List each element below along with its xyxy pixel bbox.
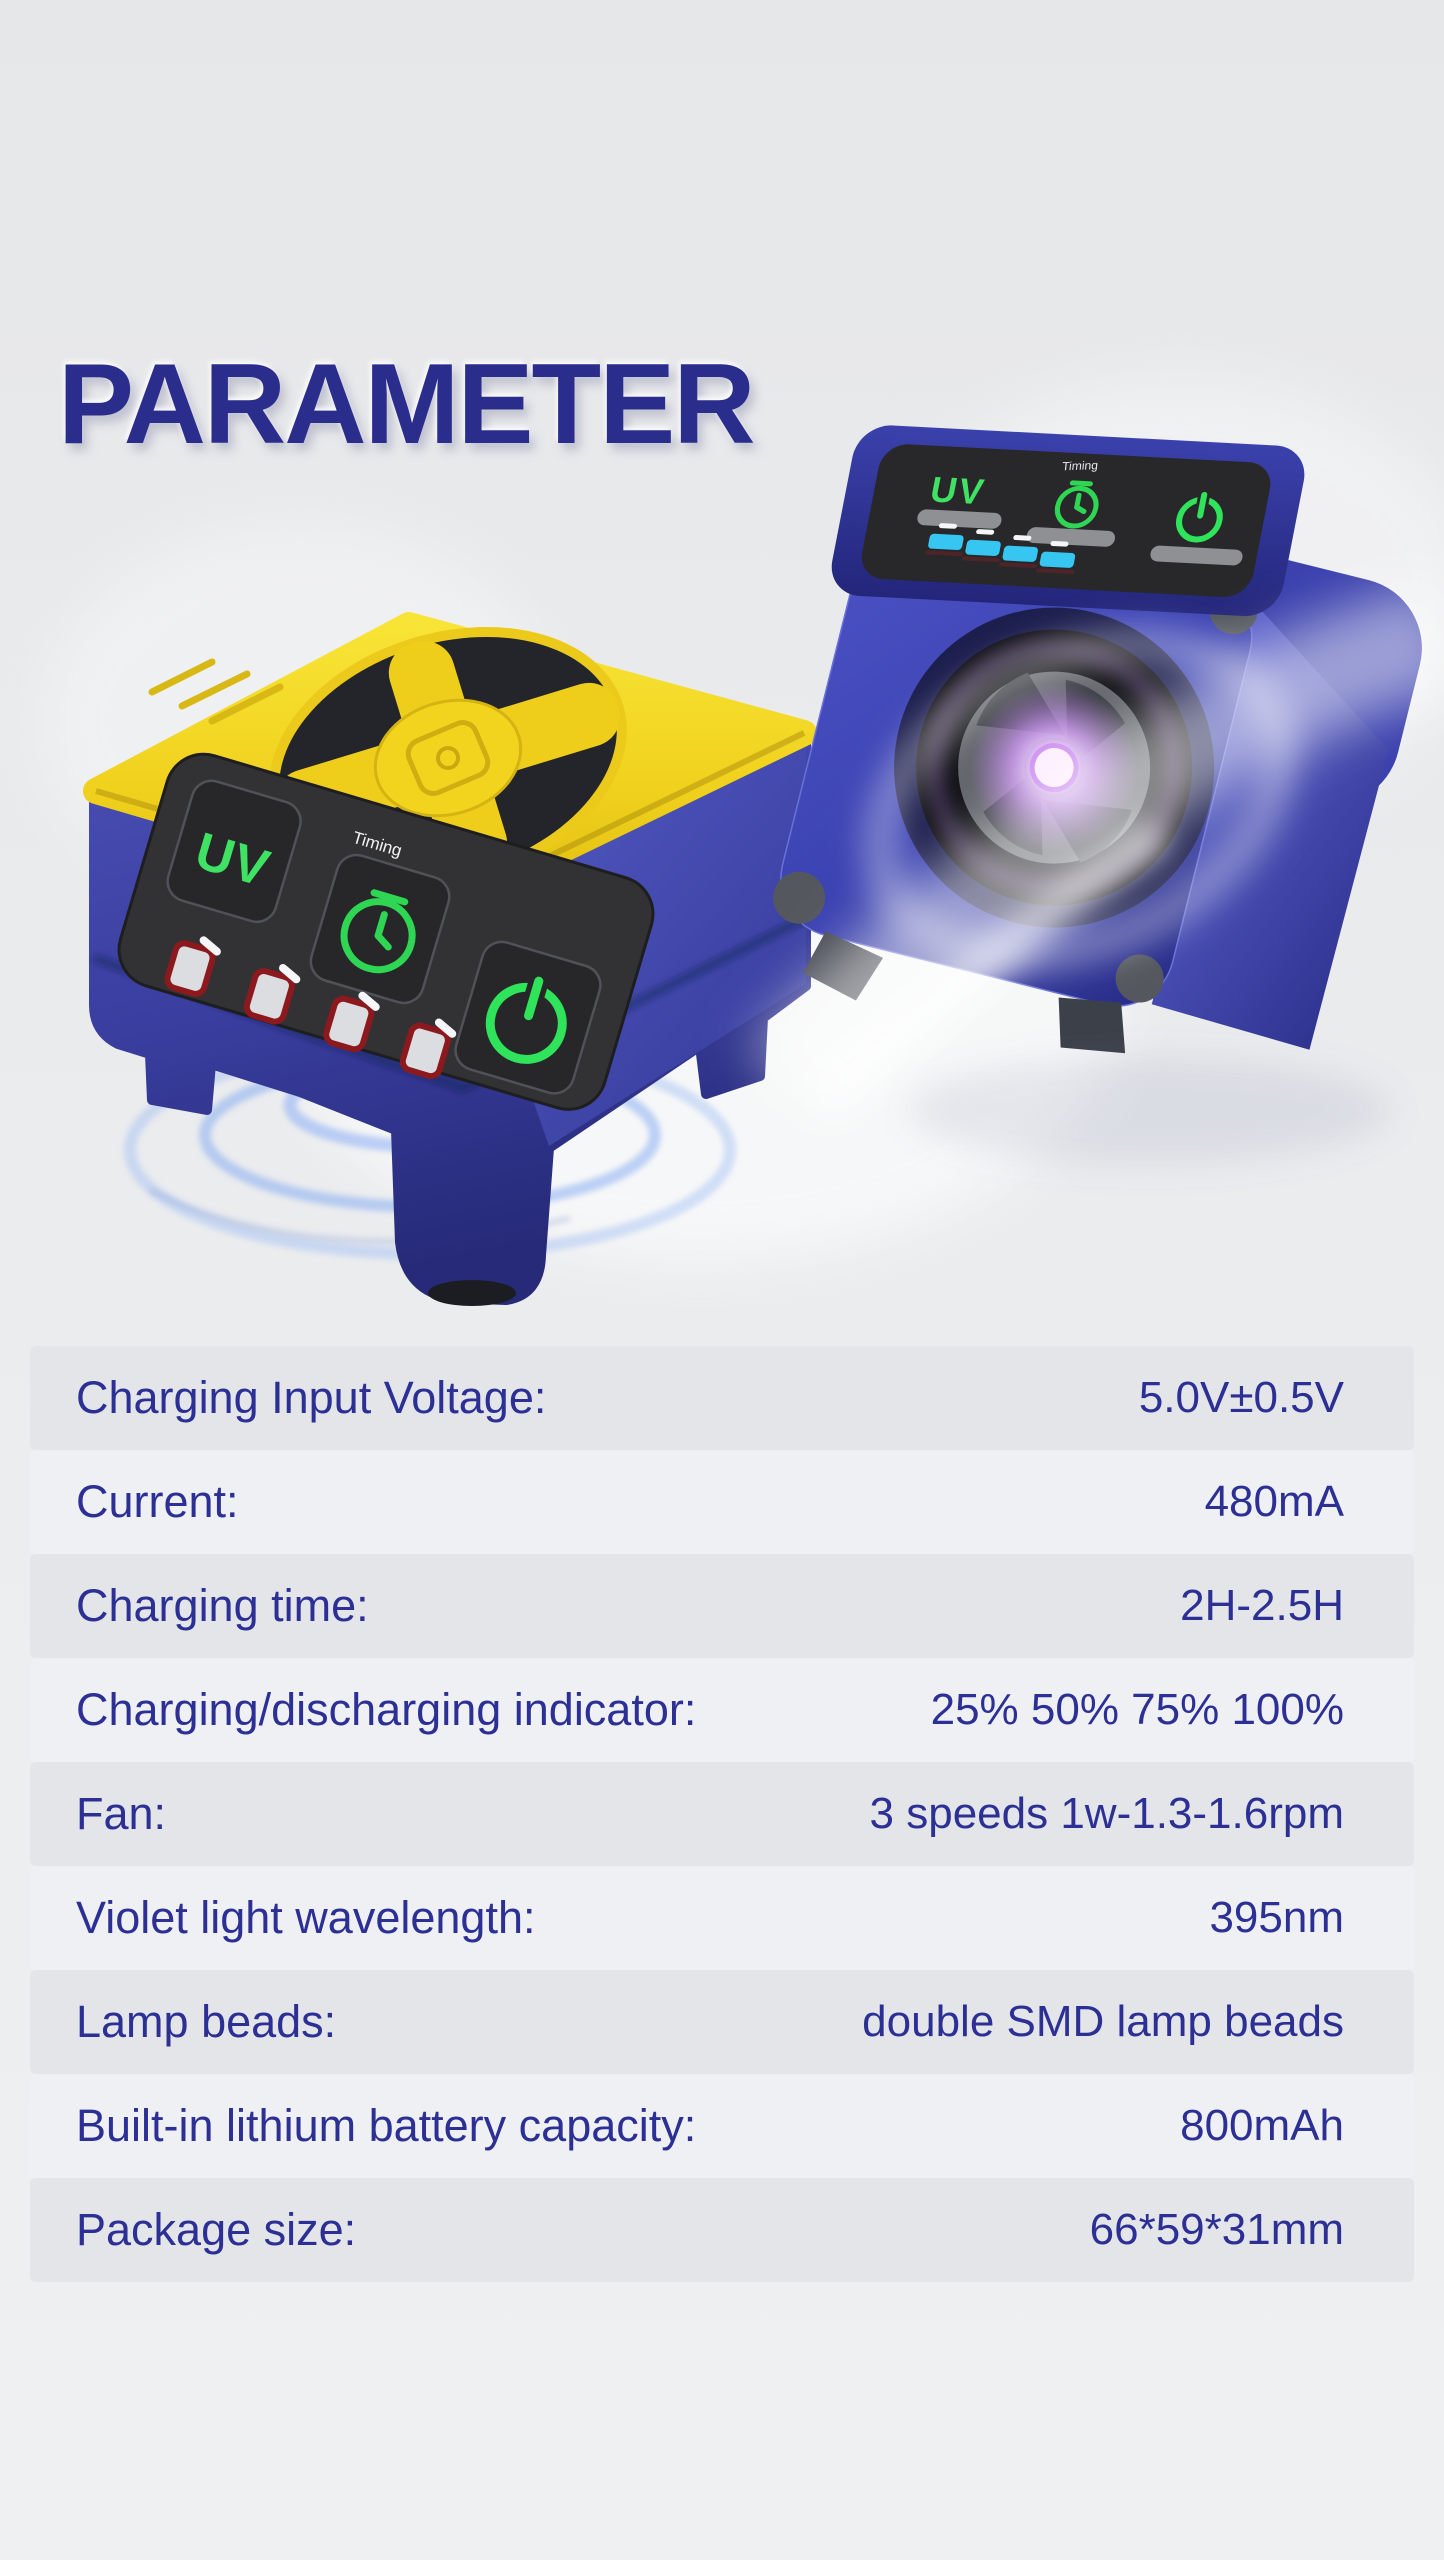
bottom-fan <box>894 607 1215 928</box>
right-device: UV Timing <box>749 425 1444 1164</box>
spec-label: Violet light wavelength: <box>76 1892 536 1943</box>
levitation-swirl-effect <box>124 1040 736 1260</box>
spec-label: Fan: <box>76 1788 167 1839</box>
corner-pads <box>773 509 1258 1003</box>
charge-led <box>1036 541 1076 575</box>
front-control-panel: UV Timing <box>117 752 655 1111</box>
left-device-right-face <box>463 732 806 1146</box>
charge-led <box>924 523 964 557</box>
spec-value: 3 speeds 1w-1.3-1.6rpm <box>869 1789 1344 1838</box>
spec-row: Package size: 66*59*31mm <box>30 2178 1414 2282</box>
timing-label: Timing <box>1061 458 1098 473</box>
spec-label: Package size: <box>76 2204 357 2255</box>
spec-value: 800mAh <box>1180 2101 1344 2150</box>
left-device: UV Timing <box>83 612 817 1306</box>
spec-label: Built-in lithium battery capacity: <box>76 2100 697 2151</box>
left-device-body <box>89 727 811 1305</box>
battery-indicator-icon <box>243 964 301 1025</box>
page-title: PARAMETER <box>58 341 756 469</box>
spec-row: Charging/discharging indicator: 25% 50% … <box>30 1658 1414 1762</box>
uv-button-label: UV <box>189 822 277 899</box>
spec-row: Lamp beads: double SMD lamp beads <box>30 1970 1414 2074</box>
left-device-yellow-top <box>83 612 817 911</box>
charge-led-indicators <box>924 523 1076 575</box>
power-button[interactable] <box>451 937 605 1098</box>
spec-value: 480mA <box>1204 1477 1344 1526</box>
spec-label: Charging time: <box>76 1580 369 1631</box>
spec-row: Charging Input Voltage: 5.0V±0.5V <box>30 1346 1414 1450</box>
spec-row: Charging time: 2H-2.5H <box>30 1554 1414 1658</box>
spec-value: double SMD lamp beads <box>862 1997 1344 2046</box>
power-button[interactable] <box>1149 491 1254 566</box>
yellow-top-ridges <box>148 658 284 725</box>
spec-value: 395nm <box>1209 1893 1344 1942</box>
uv-button[interactable]: UV <box>916 468 1011 529</box>
right-device-feet <box>802 931 1126 1054</box>
spec-label: Current: <box>76 1476 239 1527</box>
spec-label: Charging/discharging indicator: <box>76 1684 697 1735</box>
right-device-shadow <box>910 1056 1390 1164</box>
charge-led <box>999 535 1038 569</box>
timer-button[interactable] <box>1025 480 1125 547</box>
spec-row: Current: 480mA <box>30 1450 1414 1554</box>
top-fan-grille <box>269 626 627 890</box>
spec-label: Lamp beads: <box>76 1996 337 2047</box>
spec-value: 2H-2.5H <box>1180 1581 1344 1630</box>
uv-glow <box>970 683 1139 852</box>
charge-led <box>961 529 1001 563</box>
motion-swoosh-effect <box>749 581 1444 1122</box>
right-device-body <box>773 509 1422 1054</box>
spec-row: Violet light wavelength: 395nm <box>30 1866 1414 1970</box>
spec-value: 25% 50% 75% 100% <box>930 1685 1344 1734</box>
spec-value: 5.0V±0.5V <box>1138 1373 1344 1422</box>
spec-label: Charging Input Voltage: <box>76 1372 547 1423</box>
uv-button-label: UV <box>927 469 989 512</box>
power-icon <box>485 976 567 1064</box>
front-foot-tip <box>428 1280 516 1306</box>
battery-indicator-icon <box>323 991 380 1053</box>
top-control-panel <box>861 444 1271 597</box>
uv-button[interactable]: UV <box>163 776 306 927</box>
background-haze <box>40 380 1444 1260</box>
power-icon <box>1176 491 1223 543</box>
body-seam-shadow <box>92 913 809 1094</box>
usb-c-port <box>252 820 348 870</box>
fan-hub-logo <box>405 720 491 796</box>
timer-button[interactable] <box>306 850 454 1008</box>
spec-value: 66*59*31mm <box>1089 2205 1344 2254</box>
uv-glow-ring <box>925 638 1184 897</box>
spec-table: Charging Input Voltage: 5.0V±0.5V Curren… <box>30 1346 1414 2282</box>
battery-indicator-icons <box>164 936 457 1080</box>
bottom-gradient-band <box>0 2492 1444 2560</box>
battery-indicator-icon <box>399 1018 457 1080</box>
timer-icon <box>1054 480 1099 529</box>
timing-label: Timing <box>350 828 404 861</box>
yellow-edge-shadow <box>95 730 806 902</box>
uv-led-core <box>1029 743 1079 793</box>
spec-row: Fan: 3 speeds 1w-1.3-1.6rpm <box>30 1762 1414 1866</box>
spec-row: Built-in lithium battery capacity: 800mA… <box>30 2074 1414 2178</box>
battery-indicator-icon <box>164 936 221 997</box>
right-device-top: UV Timing <box>831 425 1305 617</box>
timer-icon <box>340 889 416 974</box>
